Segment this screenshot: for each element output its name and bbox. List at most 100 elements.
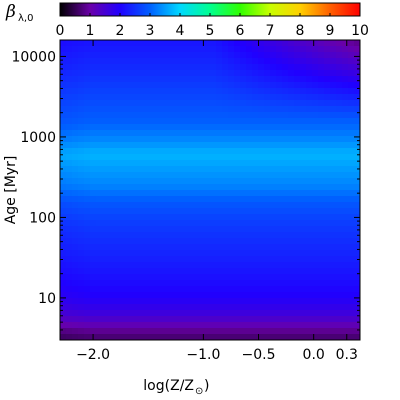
- heatmap-cell: [222, 274, 229, 281]
- heatmap-cell: [276, 64, 283, 71]
- heatmap-cell: [192, 172, 199, 179]
- heatmap-cell: [84, 118, 91, 125]
- heatmap-cell: [120, 196, 127, 203]
- heatmap-cell: [96, 238, 103, 245]
- heatmap-cell: [102, 142, 109, 149]
- heatmap-cell: [312, 280, 319, 287]
- heatmap-cell: [270, 94, 277, 101]
- heatmap-cell: [162, 106, 169, 113]
- heatmap-cell: [138, 262, 145, 269]
- heatmap-cell: [108, 190, 115, 197]
- heatmap-cell: [138, 328, 145, 335]
- heatmap-cell: [66, 148, 73, 155]
- heatmap-cell: [294, 322, 301, 329]
- heatmap-cell: [66, 256, 73, 263]
- heatmap-cell: [270, 298, 277, 305]
- heatmap-cell: [156, 88, 163, 95]
- heatmap-cell: [144, 328, 151, 335]
- heatmap-cell: [294, 106, 301, 113]
- heatmap-cell: [126, 88, 133, 95]
- heatmap-cell: [324, 82, 331, 89]
- y-tick-label: 10: [38, 291, 56, 307]
- heatmap-cell: [234, 256, 241, 263]
- heatmap-cell: [84, 112, 91, 119]
- heatmap-cell: [354, 76, 361, 83]
- heatmap-cell: [102, 304, 109, 311]
- heatmap-cell: [204, 160, 211, 167]
- heatmap-cell: [138, 202, 145, 209]
- heatmap-cell: [234, 262, 241, 269]
- heatmap-cell: [102, 100, 109, 107]
- heatmap-cell: [114, 298, 121, 305]
- heatmap-cell: [180, 220, 187, 227]
- heatmap-cell: [162, 280, 169, 287]
- heatmap-cell: [204, 262, 211, 269]
- heatmap-cell: [156, 178, 163, 185]
- heatmap-cell: [300, 112, 307, 119]
- heatmap-cell: [276, 232, 283, 239]
- heatmap-cell: [72, 118, 79, 125]
- heatmap-cell: [228, 88, 235, 95]
- heatmap-cell: [150, 208, 157, 215]
- heatmap-cell: [72, 46, 79, 53]
- heatmap-cell: [234, 274, 241, 281]
- heatmap-cell: [342, 142, 349, 149]
- heatmap-cell: [318, 40, 325, 47]
- heatmap-cell: [240, 76, 247, 83]
- heatmap-cell: [282, 58, 289, 65]
- heatmap-cell: [306, 274, 313, 281]
- heatmap-cell: [318, 88, 325, 95]
- heatmap-cell: [162, 268, 169, 275]
- heatmap-cell: [276, 154, 283, 161]
- heatmap-cell: [216, 238, 223, 245]
- heatmap-cell: [246, 184, 253, 191]
- heatmap-cell: [126, 166, 133, 173]
- heatmap-cell: [132, 244, 139, 251]
- heatmap-cell: [228, 166, 235, 173]
- heatmap-cell: [240, 250, 247, 257]
- heatmap-cell: [162, 76, 169, 83]
- heatmap-cell: [192, 226, 199, 233]
- heatmap-cell: [306, 196, 313, 203]
- heatmap-cell: [168, 124, 175, 131]
- heatmap-cell: [270, 226, 277, 233]
- heatmap-cell: [324, 292, 331, 299]
- colorbar-tick-label: 0: [56, 23, 65, 39]
- heatmap-cell: [240, 262, 247, 269]
- heatmap-cell: [252, 334, 259, 341]
- heatmap-cell: [336, 148, 343, 155]
- heatmap-cell: [72, 172, 79, 179]
- heatmap-cell: [270, 46, 277, 53]
- heatmap-cell: [150, 148, 157, 155]
- heatmap-cell: [198, 298, 205, 305]
- colorbar-tick-label: 4: [176, 23, 185, 39]
- heatmap-cell: [228, 208, 235, 215]
- heatmap-cell: [294, 100, 301, 107]
- heatmap-cell: [180, 82, 187, 89]
- heatmap-cell: [66, 40, 73, 47]
- heatmap-cell: [168, 136, 175, 143]
- heatmap-cell: [138, 292, 145, 299]
- heatmap-cell: [108, 250, 115, 257]
- heatmap-cell: [270, 286, 277, 293]
- heatmap-cell: [294, 130, 301, 137]
- heatmap-cell: [246, 142, 253, 149]
- heatmap-cell: [234, 58, 241, 65]
- heatmap-cell: [162, 94, 169, 101]
- heatmap-cell: [156, 208, 163, 215]
- heatmap-cell: [210, 178, 217, 185]
- heatmap-cell: [234, 220, 241, 227]
- heatmap-cell: [222, 280, 229, 287]
- heatmap-cell: [132, 214, 139, 221]
- heatmap-cell: [60, 40, 67, 47]
- heatmap-cell: [72, 286, 79, 293]
- heatmap-cell: [60, 172, 67, 179]
- heatmap-cell: [192, 274, 199, 281]
- colorbar-tick-label: 8: [296, 23, 305, 39]
- heatmap-cell: [132, 322, 139, 329]
- heatmap-cell: [294, 286, 301, 293]
- heatmap-cell: [72, 274, 79, 281]
- heatmap-cell: [288, 82, 295, 89]
- heatmap-cell: [66, 64, 73, 71]
- heatmap-cell: [330, 166, 337, 173]
